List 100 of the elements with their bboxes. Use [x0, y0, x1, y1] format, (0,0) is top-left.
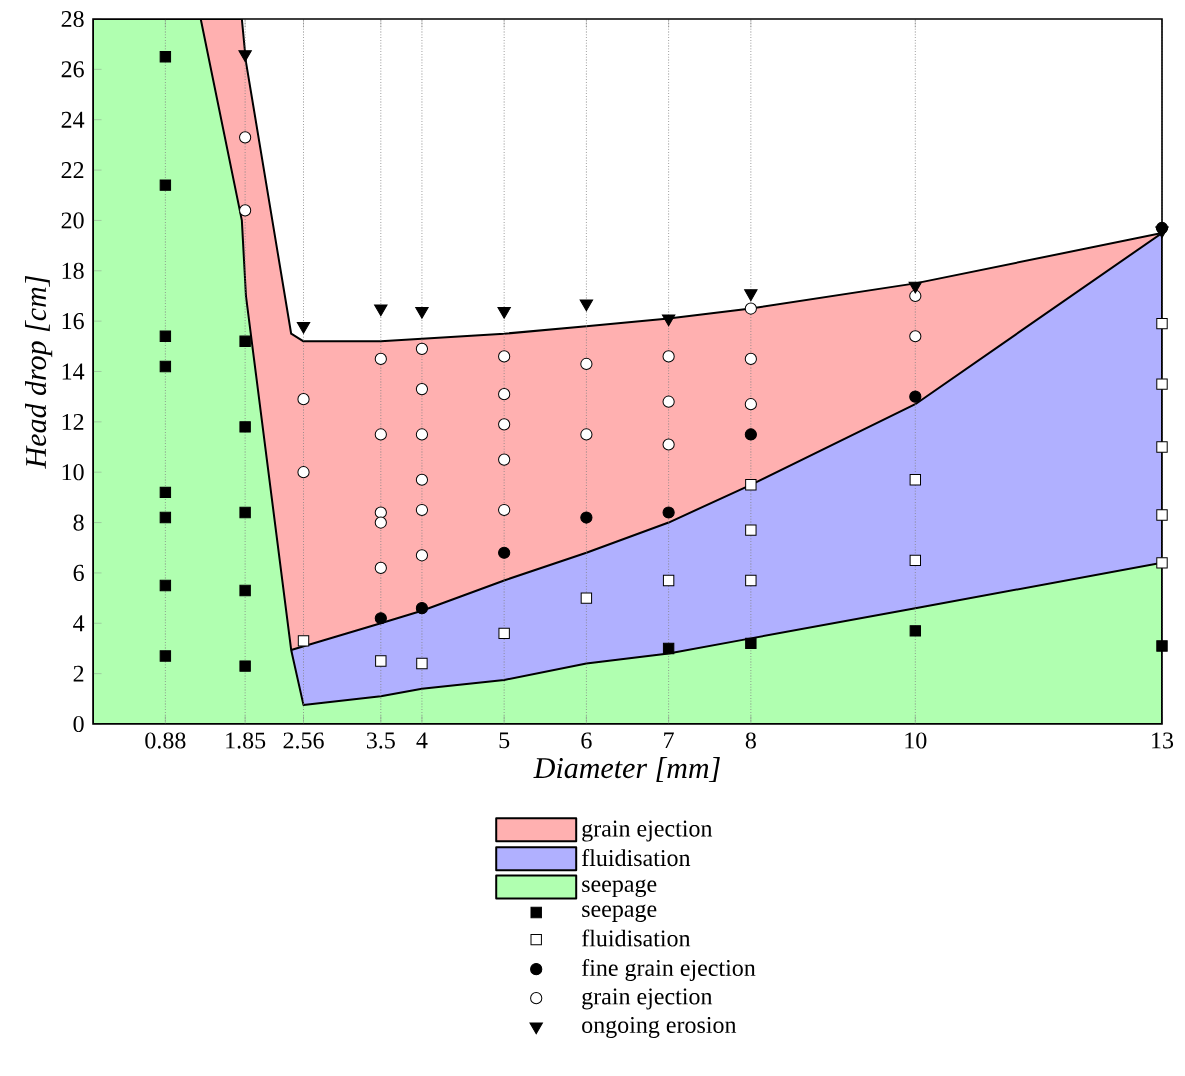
point: [239, 421, 251, 433]
legend-label: fine grain ejection: [581, 958, 756, 981]
x-tick-label: 4: [416, 732, 428, 749]
point: [297, 635, 310, 647]
point: [239, 204, 252, 217]
legend-label: ongoing erosion: [582, 1016, 737, 1038]
point: [415, 602, 429, 615]
point: [159, 330, 172, 342]
point: [296, 322, 311, 334]
point: [744, 289, 758, 302]
point: [238, 50, 252, 62]
legend-label: fluidisation: [581, 849, 691, 867]
point: [662, 574, 675, 587]
y-tick-label: 8: [73, 514, 84, 531]
y-tick-label: 26: [61, 61, 84, 78]
point: [909, 330, 922, 343]
point: [159, 579, 172, 592]
point: [498, 503, 511, 517]
y-tick-label: 6: [73, 564, 84, 581]
point: [662, 395, 675, 408]
point: [415, 383, 429, 396]
point: [662, 506, 675, 519]
point: [415, 306, 429, 319]
point: [159, 650, 172, 662]
point: [374, 516, 387, 529]
y-tick-label: 24: [61, 111, 85, 128]
point: [1155, 226, 1169, 239]
y-tick-label: 20: [61, 212, 84, 229]
x-tick-label: 8: [745, 732, 756, 749]
legend-label: seepage: [582, 904, 657, 922]
point: [580, 428, 593, 441]
x-tick-label: 3.5: [366, 732, 395, 749]
point: [579, 299, 594, 312]
x-tick-label: 7: [664, 732, 674, 749]
x-tick-label: 5: [499, 732, 510, 749]
x-axis-title: Diameter [mm]: [533, 757, 720, 782]
y-tick-label: 18: [62, 262, 84, 279]
y-tick-label: 0: [73, 715, 84, 733]
x-tick-label: 2.56: [283, 732, 324, 749]
point: [908, 281, 923, 294]
point: [1156, 378, 1168, 390]
point: [374, 506, 387, 519]
point: [159, 486, 172, 499]
y-tick-label: 10: [62, 464, 84, 481]
point: [745, 479, 757, 491]
point: [1156, 317, 1168, 330]
point: [909, 474, 922, 486]
point: [744, 302, 757, 315]
point: [497, 306, 511, 319]
point: [1156, 557, 1168, 569]
y-tick-label: 14: [62, 363, 85, 380]
point: [1156, 640, 1168, 652]
point: [239, 660, 251, 672]
point: [498, 388, 511, 401]
point: [297, 393, 310, 406]
point: [239, 506, 251, 519]
point: [745, 574, 757, 587]
y-tick-label: 28: [61, 10, 84, 28]
point: [415, 503, 429, 517]
point: [909, 554, 922, 567]
point: [415, 473, 429, 486]
y-tick-label: 22: [61, 162, 84, 179]
point: [239, 335, 251, 347]
point: [745, 524, 757, 536]
point: [498, 546, 511, 559]
point: [416, 657, 428, 670]
point: [580, 592, 593, 604]
point: [580, 511, 593, 524]
point: [909, 625, 922, 637]
x-tick-label: 1.85: [226, 732, 266, 749]
x-tick-label: 6: [581, 732, 592, 749]
point: [159, 179, 172, 191]
point: [498, 627, 510, 640]
y-tick-label: 12: [62, 413, 84, 430]
point: [375, 655, 387, 667]
point: [909, 390, 922, 403]
point: [498, 350, 511, 363]
point: [745, 637, 757, 650]
point: [374, 352, 387, 366]
point: [662, 350, 675, 363]
point: [374, 561, 387, 574]
legend-label: seepage: [582, 879, 657, 898]
point: [415, 549, 429, 562]
point: [744, 352, 757, 366]
point: [909, 289, 922, 303]
point: [1156, 441, 1168, 453]
point: [415, 342, 429, 355]
y-tick-label: 2: [73, 665, 84, 682]
point: [661, 314, 676, 327]
legend-label: grain ejection: [582, 820, 713, 842]
point: [159, 360, 172, 373]
point: [159, 511, 172, 524]
x-tick-label: 0.88: [145, 732, 186, 749]
point: [498, 453, 511, 466]
point: [415, 428, 429, 441]
y-tick-label: 4: [73, 615, 85, 632]
point: [297, 466, 310, 479]
x-tick-label: 13: [1152, 732, 1174, 749]
point: [374, 428, 387, 441]
point: [744, 428, 757, 441]
